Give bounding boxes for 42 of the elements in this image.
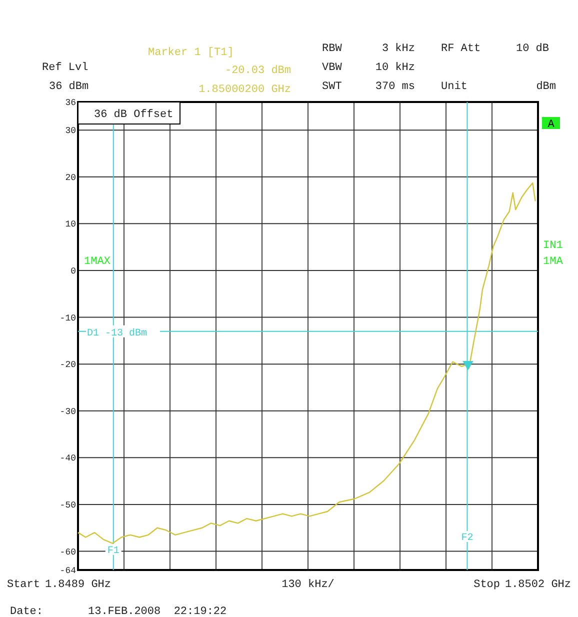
text: 3 kHz	[382, 43, 415, 55]
text: Unit	[441, 81, 468, 93]
y-tick-label: -20	[60, 360, 76, 370]
text: A	[548, 119, 555, 131]
y-tick-label: -10	[60, 313, 76, 324]
text: 370 ms	[375, 81, 415, 93]
y-tick-label: -30	[60, 406, 76, 417]
text: VBW	[322, 62, 342, 74]
text: Stop	[474, 579, 500, 591]
x-axis-title: 130 kHz/	[282, 579, 334, 591]
text: RBW	[322, 43, 342, 55]
x-tick-label: 1.8489 GHz	[44, 579, 112, 591]
y-tick-label: 20	[65, 172, 76, 183]
text: RF Att	[441, 43, 481, 55]
y-tick-label: -64	[60, 566, 76, 576]
annotation: 1MAX	[84, 256, 111, 268]
ref-line-label: F1	[107, 546, 120, 557]
y-tick-label: -50	[60, 500, 76, 510]
text: Start	[6, 579, 40, 591]
text: -20.03 dBm	[224, 65, 292, 77]
ref-line-label: F2	[461, 533, 474, 544]
text: 10 kHz	[375, 62, 415, 74]
ref-line-label: D1 -13 dBm	[87, 327, 148, 340]
text: IN1	[543, 240, 564, 252]
y-tick-label: -60	[60, 547, 76, 558]
text: 36 dBm	[49, 81, 90, 93]
text: SWT	[322, 81, 342, 93]
text: 13.FEB.2008 22:19:22	[88, 606, 227, 617]
y-tick-label: 0	[70, 266, 76, 276]
text: dBm	[536, 81, 556, 93]
y-tick-label: -40	[60, 454, 76, 464]
annotation: 36 dB Offset	[94, 109, 174, 121]
text: 10 dB	[516, 43, 550, 55]
text: 1.85000200 GHz	[198, 84, 291, 96]
text: Marker 1 [T1]	[148, 47, 234, 59]
text: 1MA	[543, 256, 564, 268]
y-tick-label: 10	[65, 220, 76, 230]
y-tick-label: 30	[65, 126, 76, 136]
text: Ref Lvl	[42, 62, 88, 74]
x-tick-label: 1.8502 GHz	[504, 579, 572, 591]
text: Date:	[10, 606, 44, 617]
y-tick-label: 36	[65, 98, 76, 108]
